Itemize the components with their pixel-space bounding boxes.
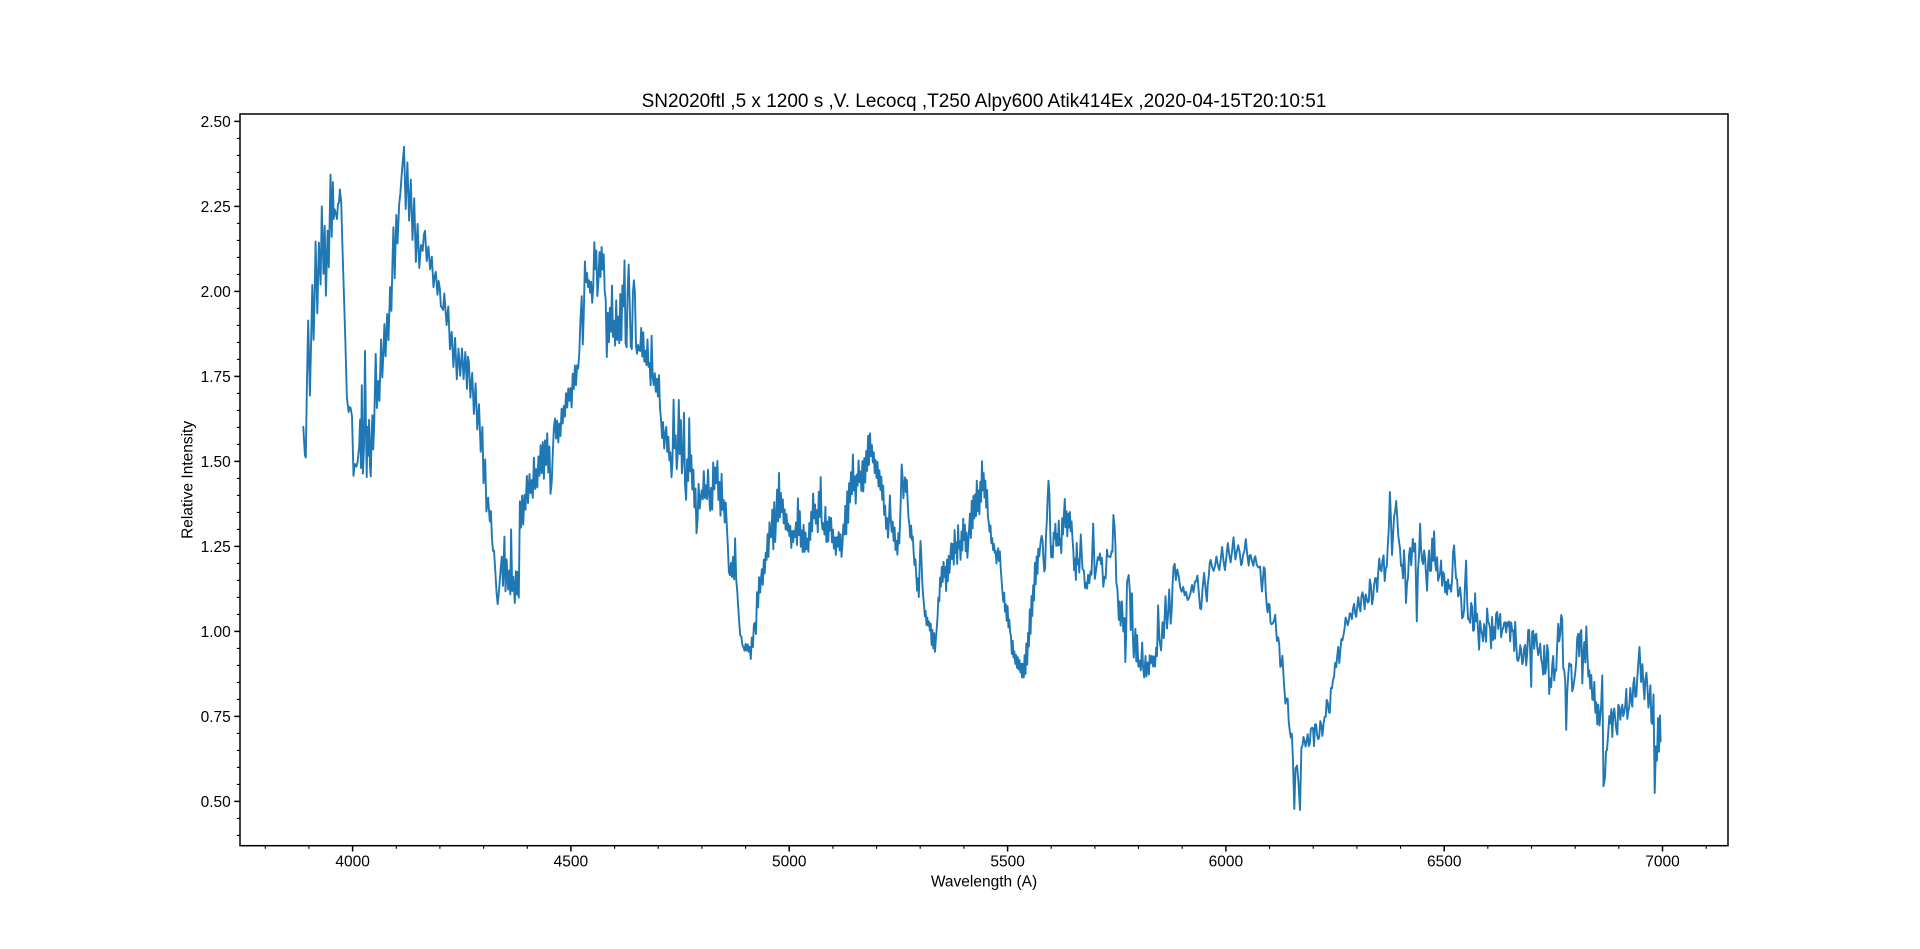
svg-text:0.50: 0.50 <box>201 794 232 811</box>
svg-text:2.50: 2.50 <box>201 114 232 131</box>
svg-text:1.25: 1.25 <box>201 539 231 556</box>
svg-text:Wavelength (A): Wavelength (A) <box>931 873 1037 890</box>
svg-text:6500: 6500 <box>1427 853 1462 870</box>
svg-text:1.75: 1.75 <box>201 369 231 386</box>
svg-text:5500: 5500 <box>990 853 1025 870</box>
svg-text:6000: 6000 <box>1209 853 1244 870</box>
svg-text:4500: 4500 <box>554 853 589 870</box>
svg-text:0.75: 0.75 <box>201 709 231 726</box>
svg-text:7000: 7000 <box>1645 853 1680 870</box>
svg-text:1.00: 1.00 <box>201 624 232 641</box>
svg-text:4000: 4000 <box>335 853 370 870</box>
svg-text:SN2020ftl ,5 x 1200 s ,V. Leco: SN2020ftl ,5 x 1200 s ,V. Lecocq ,T250 A… <box>642 91 1327 112</box>
svg-text:5000: 5000 <box>772 853 807 870</box>
svg-text:2.25: 2.25 <box>201 199 231 216</box>
svg-text:2.00: 2.00 <box>201 284 232 301</box>
svg-text:Relative Intensity: Relative Intensity <box>180 421 197 539</box>
svg-text:1.50: 1.50 <box>201 454 232 471</box>
